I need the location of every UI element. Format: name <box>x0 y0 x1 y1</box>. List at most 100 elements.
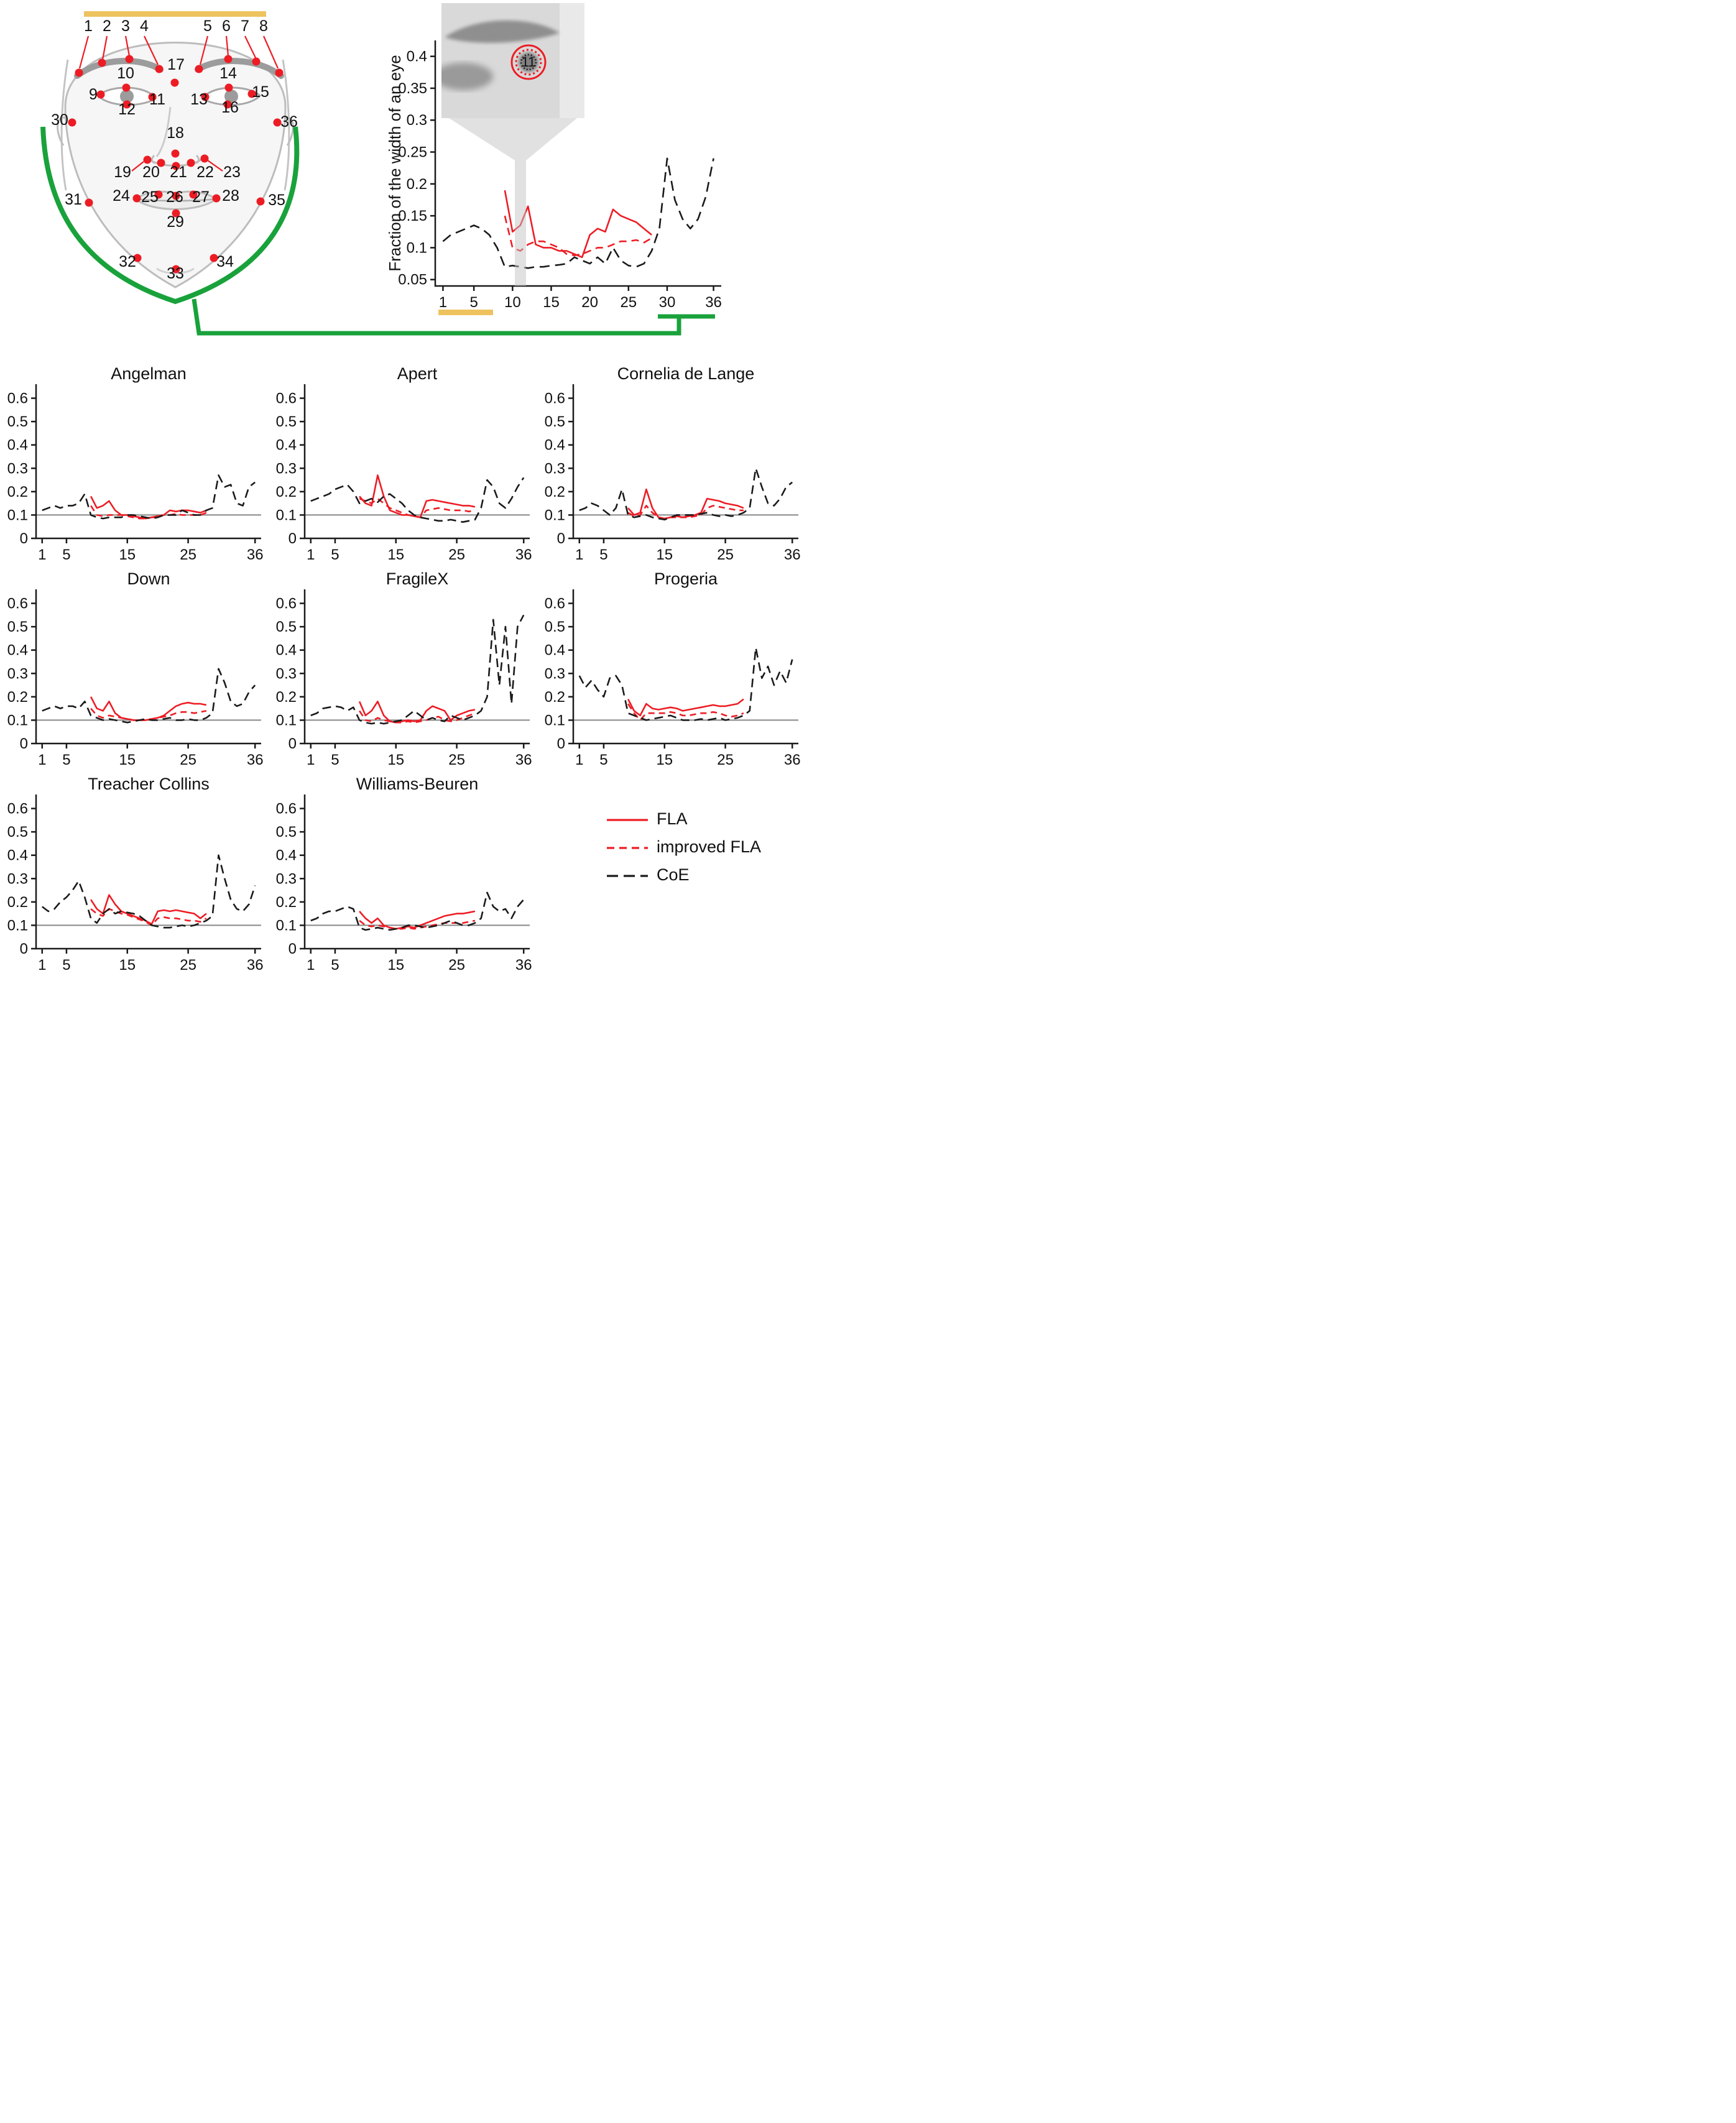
jaw-contour-green <box>40 126 300 305</box>
x-tick-label: 1 <box>38 752 46 768</box>
landmark-label: 19 <box>114 163 131 181</box>
landmark-leader-line <box>199 35 209 65</box>
x-tick-label: 36 <box>247 752 264 768</box>
left-eyebrow <box>74 58 164 79</box>
landmark-dot <box>96 90 105 99</box>
landmark-dot <box>154 190 163 199</box>
landmark-dot <box>122 100 131 109</box>
x-tick-label: 15 <box>387 957 404 974</box>
x-tick-label: 25 <box>717 546 734 563</box>
landmark-dot <box>122 83 131 92</box>
chart-treacher-collins: 0 0.1 0.2 0.3 0.4 0.5 0.6 1 5 15 25 36 Treacher Coll… <box>7 775 264 974</box>
y-tick-label: 0.1 <box>7 712 28 729</box>
y-tick-label: 0.5 <box>7 824 28 840</box>
landmark-label: 14 <box>219 65 237 82</box>
landmark-dot <box>256 197 265 206</box>
chart-cell-williams-beuren: 0 0.1 0.2 0.3 0.4 0.5 0.6 1 5 15 25 36 Williams-Beur… <box>272 773 537 974</box>
landmark-dot <box>223 100 232 109</box>
x-tick-label: 15 <box>119 752 136 768</box>
landmark-label: 29 <box>167 213 184 231</box>
series-FLA <box>627 488 744 520</box>
y-tick-label: 0.6 <box>276 596 297 612</box>
y-tick-label: 0.5 <box>545 413 565 430</box>
landmark-label: 1 <box>84 17 93 35</box>
series-CoE <box>310 477 525 523</box>
x-tick-label: 25 <box>448 957 465 974</box>
chart-title: Progeria <box>654 569 718 588</box>
landmark-leader-line <box>207 160 223 172</box>
x-tick-label: 20 <box>581 294 598 311</box>
landmark-dot <box>224 55 233 63</box>
landmark-dot <box>275 68 284 77</box>
y-tick-label: 0.2 <box>7 894 28 911</box>
landmark-label: 34 <box>216 253 234 270</box>
x-tick-label: 1 <box>575 546 583 563</box>
landmark-label: 18 <box>167 124 184 142</box>
y-tick-label: 0.1 <box>7 507 28 523</box>
y-tick-label: 0 <box>289 530 297 547</box>
y-tick-label: 0 <box>289 735 297 752</box>
y-tick-label: 0.6 <box>276 390 297 407</box>
y-tick-label: 0 <box>289 941 297 957</box>
landmark-label: 23 <box>223 163 241 181</box>
chart-progeria: 0 0.1 0.2 0.3 0.4 0.5 0.6 1 5 15 25 36 Progeria <box>545 569 801 768</box>
landmark-leader-line <box>131 161 144 172</box>
x-tick-label: 25 <box>448 752 465 768</box>
landmark-dot <box>247 90 256 98</box>
x-tick-label: 25 <box>620 294 637 311</box>
y-tick-label: 0.6 <box>276 801 297 817</box>
landmark-dot <box>75 68 83 77</box>
chart-angelman: 0 0.1 0.2 0.3 0.4 0.5 0.6 1 5 15 25 36 Angelman <box>7 364 264 563</box>
x-tick-label: 36 <box>515 957 532 974</box>
x-tick-label: 36 <box>515 752 532 768</box>
x-tick-label: 25 <box>180 957 196 974</box>
zoom-inset: 11 <box>441 3 584 118</box>
x-tick-label: 25 <box>180 546 196 563</box>
landmark-dot <box>172 191 180 200</box>
chart-cell-apert: 0 0.1 0.2 0.3 0.4 0.5 0.6 1 5 15 25 36 Apert <box>272 363 537 563</box>
series-improved-FLA <box>90 908 207 926</box>
x-tick-label: 15 <box>119 957 136 974</box>
landmark-dot <box>125 55 134 63</box>
landmark-leader-line <box>244 35 256 58</box>
chart-cell-fragilex: 0 0.1 0.2 0.3 0.4 0.5 0.6 1 5 15 25 36 FragileX <box>272 568 537 768</box>
landmark-dot <box>98 58 106 67</box>
y-tick-label: 0.5 <box>276 619 297 635</box>
landmark-label: 9 <box>89 86 98 103</box>
series-CoE <box>578 647 793 721</box>
x-tick-label: 15 <box>387 546 404 563</box>
x-tick-label: 1 <box>307 546 315 563</box>
x-tick-label: 36 <box>247 957 264 974</box>
y-tick-label: 0.6 <box>545 390 565 407</box>
series-CoE <box>310 614 525 725</box>
landmark-dot <box>200 154 209 163</box>
y-tick-label: 0 <box>20 530 28 547</box>
y-tick-label: 0.5 <box>276 413 297 430</box>
y-tick-label: 0.4 <box>407 48 427 65</box>
y-tick-label: 0.1 <box>545 507 565 523</box>
landmark-label: 3 <box>121 17 130 35</box>
chart-cornelia-de-lange: 0 0.1 0.2 0.3 0.4 0.5 0.6 1 5 15 25 36 Cornelia de L… <box>545 364 801 563</box>
series-improved-FLA <box>504 215 652 257</box>
landmark-label: 7 <box>241 17 249 35</box>
landmark-label: 20 <box>142 163 160 181</box>
y-tick-label: 0.2 <box>545 689 565 706</box>
landmark-dot <box>172 265 180 274</box>
landmark-label: 27 <box>192 188 210 206</box>
landmark-dot <box>148 93 157 101</box>
y-tick-label: 0.2 <box>276 484 297 500</box>
y-tick-label: 0.2 <box>7 484 28 500</box>
inset-eye-blob <box>441 63 493 90</box>
x-tick-label: 1 <box>38 546 46 563</box>
left-nostril <box>150 154 156 164</box>
y-tick-label: 0.5 <box>545 619 565 635</box>
y-tick-label: 0.3 <box>276 460 297 477</box>
legend-label: FLA <box>657 809 688 828</box>
landmark-label: 15 <box>252 83 269 101</box>
series-CoE <box>42 668 256 724</box>
y-tick-label: 0 <box>557 735 565 752</box>
y-tick-label: 0.4 <box>545 437 565 454</box>
y-tick-label: 0.6 <box>7 390 28 407</box>
chart-apert: 0 0.1 0.2 0.3 0.4 0.5 0.6 1 5 15 25 36 Apert <box>276 364 532 563</box>
